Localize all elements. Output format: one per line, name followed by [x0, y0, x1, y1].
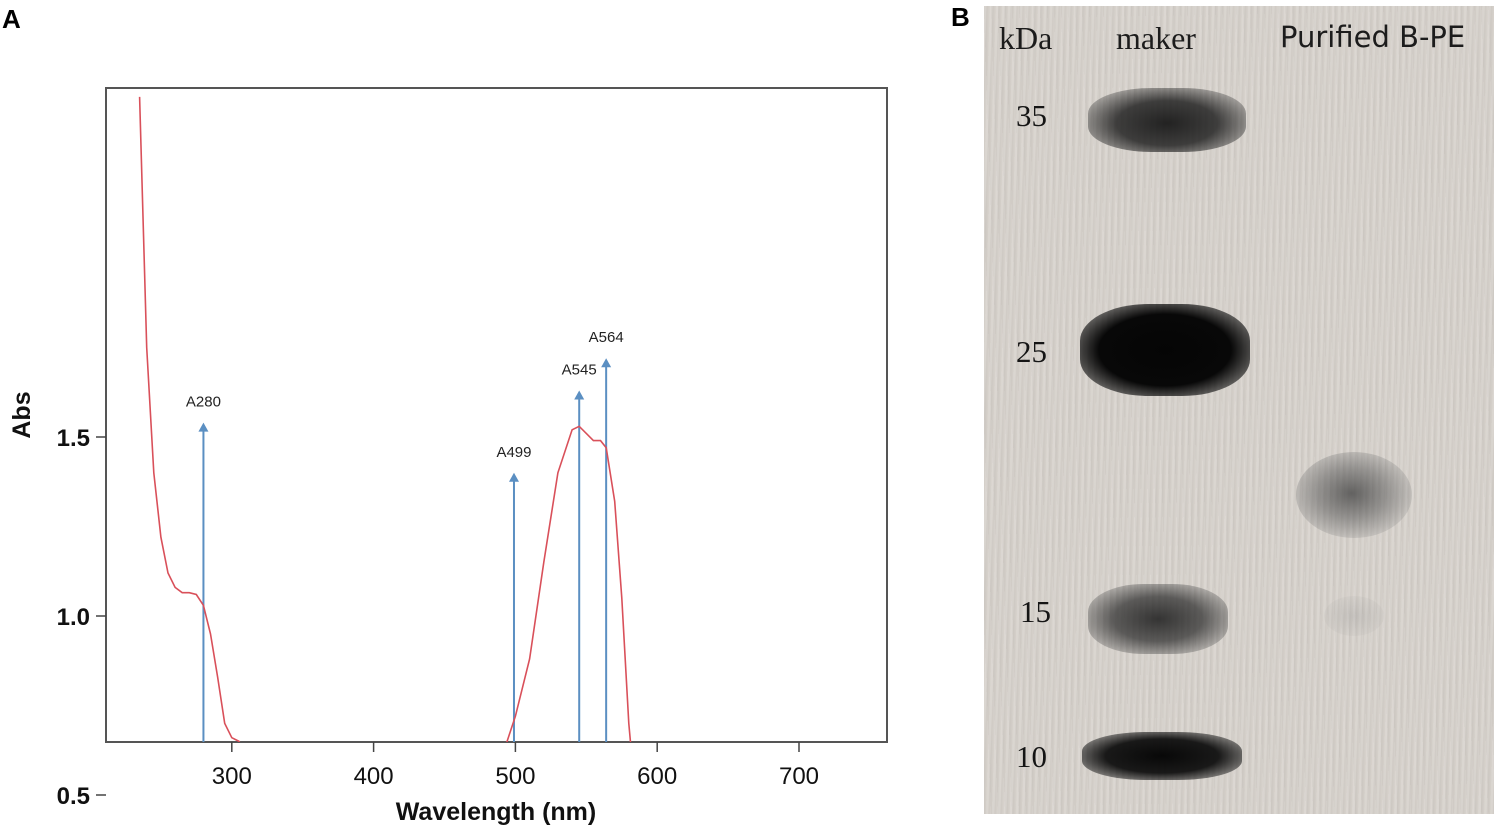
x-axis-ticks: 300 400 500 600 700	[212, 742, 819, 790]
marker-a564: A564	[589, 329, 624, 742]
mw-label-25: 25	[1016, 334, 1047, 369]
arrow-up-icon	[601, 358, 612, 368]
x-tick-label: 600	[637, 763, 677, 790]
x-tick-label: 300	[212, 763, 252, 790]
arrow-up-icon	[198, 422, 209, 432]
wavelength-markers: A280 A499 A545 A564	[186, 329, 624, 742]
absorption-spectrum-chart: A280 A499 A545 A564 300 400 500 600 700 0.5 1.0 1…	[8, 87, 888, 826]
y-axis-ticks: 0.5 1.0 1.5	[57, 425, 106, 810]
purified-b-pe-band	[1296, 452, 1412, 538]
annotation-label: A545	[562, 361, 597, 378]
arrow-up-icon	[508, 472, 519, 482]
x-axis-label: Wavelength (nm)	[396, 798, 596, 826]
marker-band-15	[1088, 584, 1228, 654]
mw-label-35: 35	[1016, 98, 1047, 133]
kda-header: kDa	[999, 20, 1053, 56]
y-tick-label: 1.5	[57, 425, 90, 452]
mw-label-10: 10	[1016, 739, 1047, 774]
marker-a280: A280	[186, 394, 221, 742]
annotation-label: A499	[496, 444, 531, 461]
spectrum-line	[138, 96, 632, 742]
marker-band-35	[1088, 88, 1246, 152]
marker-a499: A499	[496, 444, 532, 742]
sample-lane-header: Purified B-PE	[1280, 20, 1466, 54]
x-tick-label: 500	[495, 763, 535, 790]
y-axis-label: Abs	[8, 391, 36, 438]
panel-a-label: A	[2, 4, 21, 34]
annotation-label: A564	[589, 329, 624, 346]
marker-band-10	[1082, 732, 1242, 780]
y-tick-label: 1.0	[57, 604, 90, 631]
gel-texture	[984, 6, 1494, 814]
marker-lane-header: maker	[1116, 20, 1196, 56]
x-tick-label: 700	[779, 763, 819, 790]
annotation-label: A280	[186, 394, 221, 411]
marker-a545: A545	[562, 361, 597, 742]
x-tick-label: 400	[354, 763, 394, 790]
marker-band-25	[1080, 304, 1250, 396]
plot-frame	[105, 87, 888, 743]
faint-smear	[1324, 596, 1384, 636]
panel-b-label: B	[951, 2, 970, 32]
mw-label-15: 15	[1020, 594, 1051, 629]
y-tick-label: 0.5	[57, 783, 90, 810]
arrow-up-icon	[574, 390, 585, 400]
sds-page-gel: kDa maker Purified B-PE 35 25 15 10	[984, 6, 1494, 814]
